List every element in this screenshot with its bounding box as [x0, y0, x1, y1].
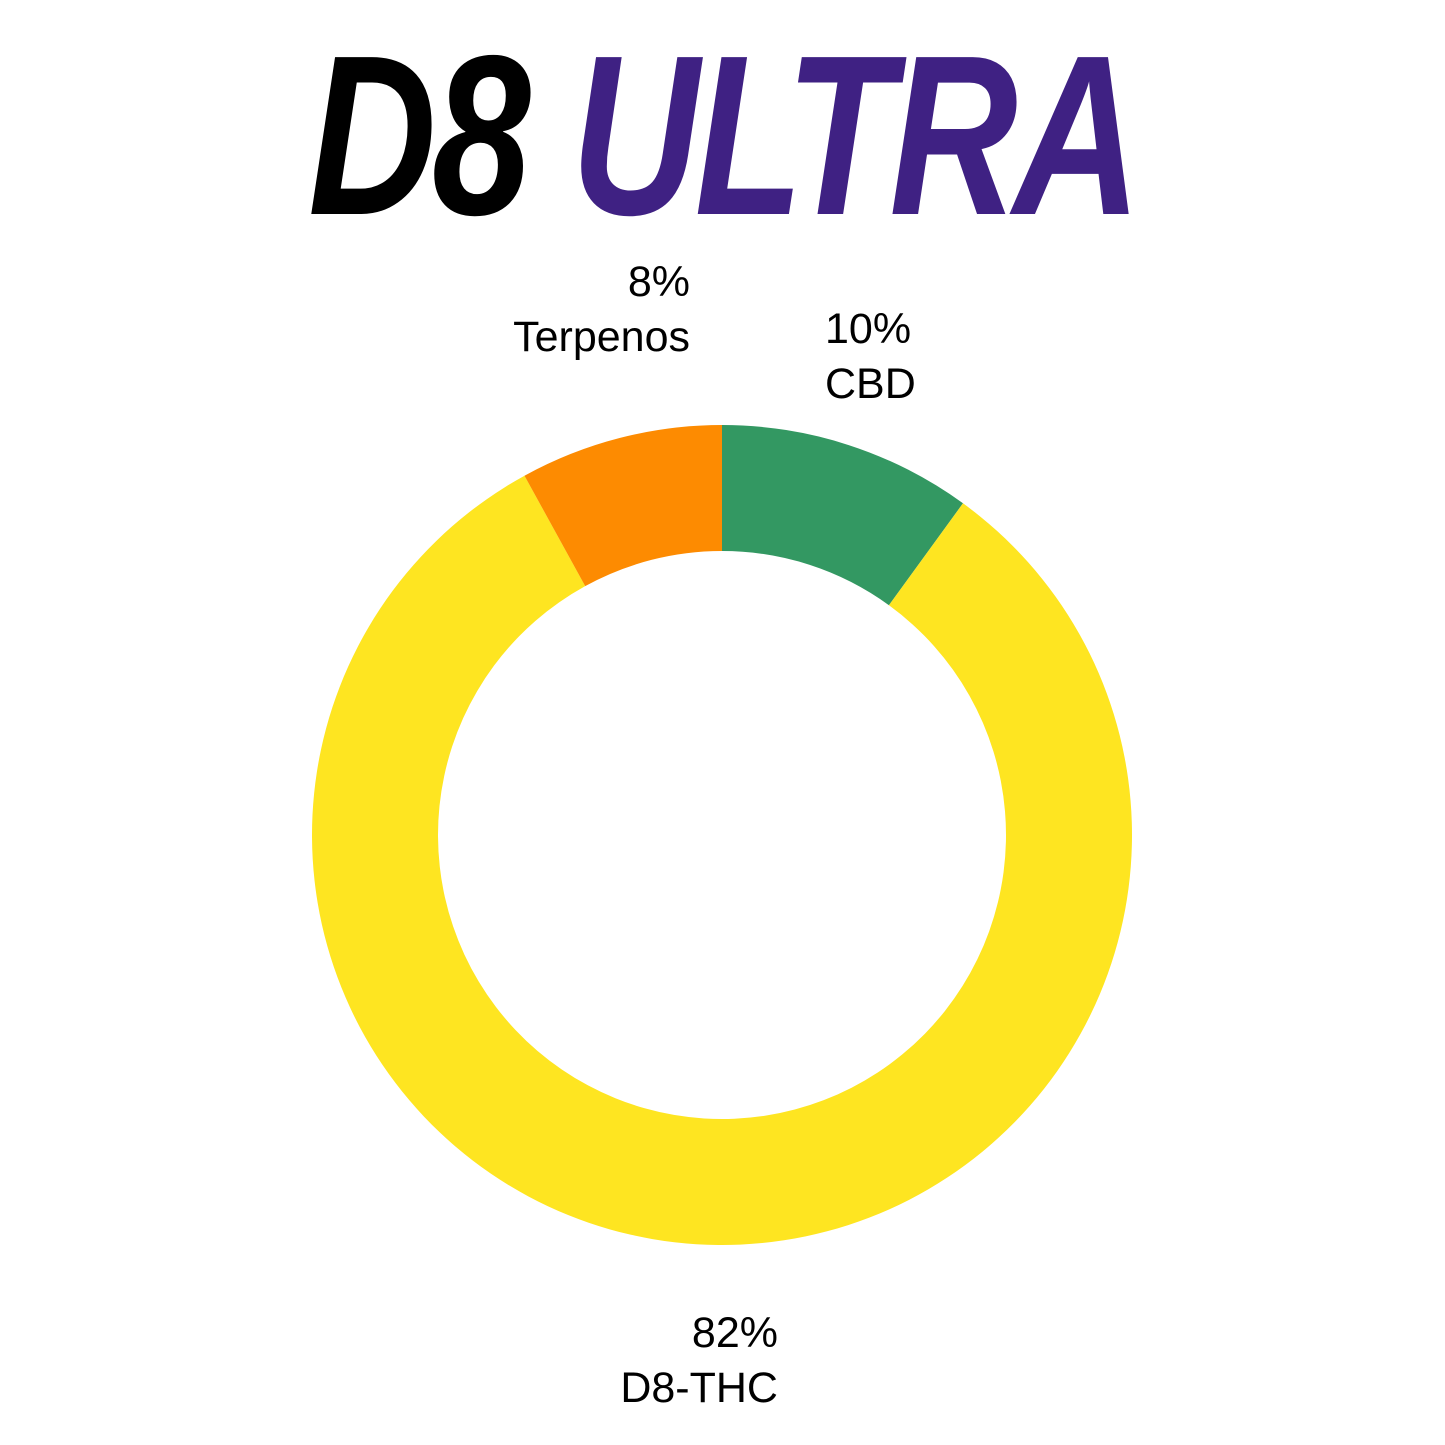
slice-d8-thc — [311, 475, 1132, 1246]
label-d8-thc-name: D8-THC — [620, 1364, 778, 1412]
label-cbd-value: 10% — [825, 305, 912, 353]
chart-title: D8 ULTRA — [159, 22, 1286, 250]
label-terpenos-name: Terpenos — [513, 313, 690, 361]
title-part-ultra: ULTRA — [570, 9, 1142, 263]
slice-cbd — [722, 425, 963, 606]
label-terpenos: 8% Terpenos — [513, 255, 690, 365]
label-cbd-name: CBD — [825, 360, 916, 408]
label-d8-thc: 82% D8-THC — [620, 1306, 778, 1416]
title-part-d8: D8 — [308, 9, 531, 263]
slice-terpenos — [524, 425, 722, 587]
label-d8-thc-value: 82% — [691, 1309, 778, 1357]
label-cbd: 10% CBD — [825, 302, 916, 412]
label-terpenos-value: 8% — [627, 258, 690, 306]
